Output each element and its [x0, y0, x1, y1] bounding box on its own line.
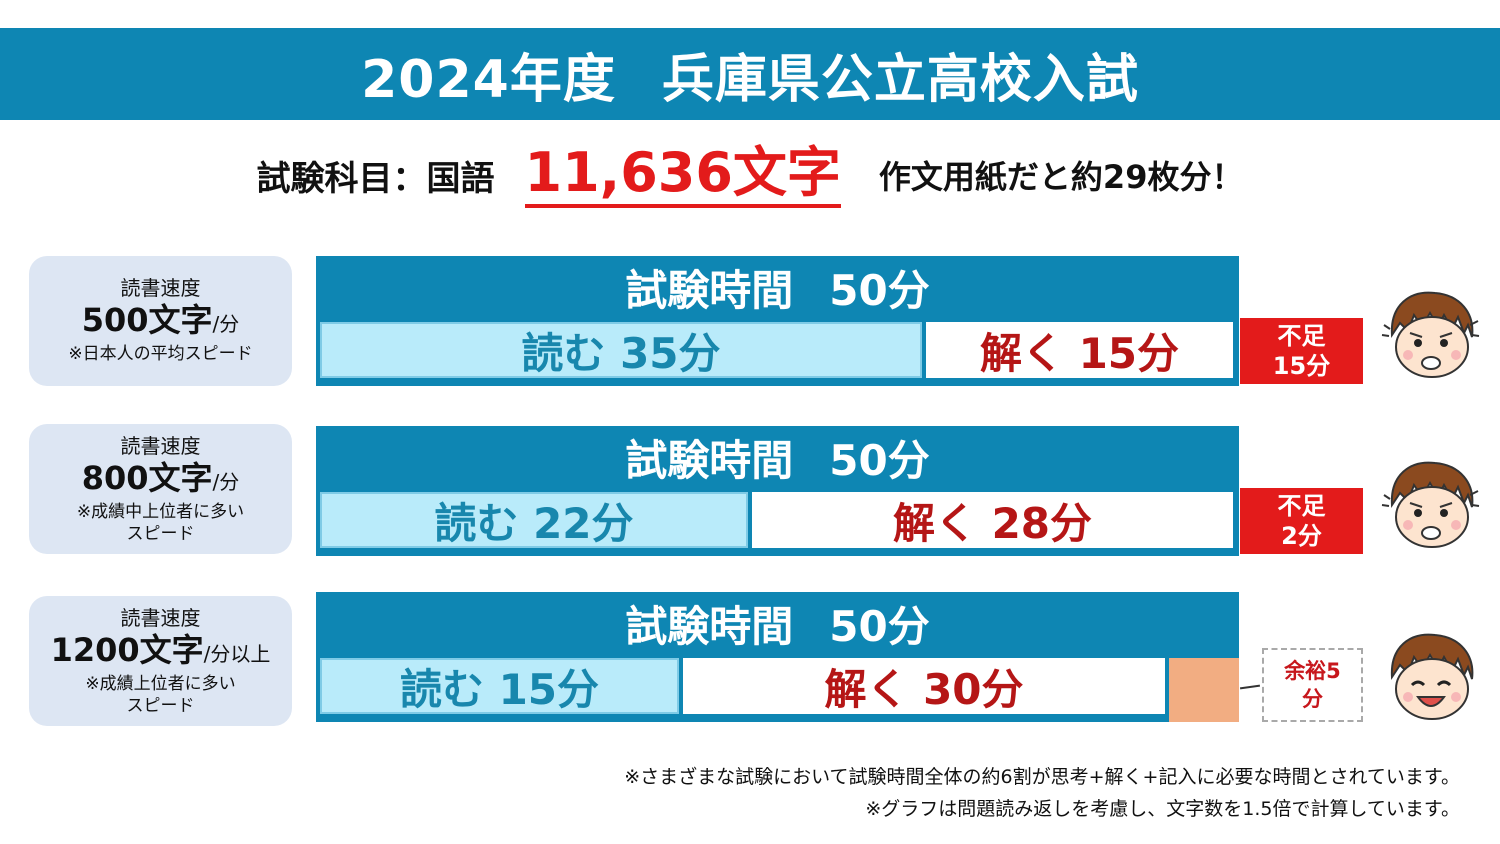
speed-value: 1200文字/分以上: [29, 631, 292, 673]
equivalent-text: 作文用紙だと約29枚分！: [878, 158, 1244, 196]
speed-value: 800文字/分: [29, 459, 292, 501]
happy-boy-face-icon: [1390, 633, 1474, 720]
speed-unit: /分: [212, 312, 240, 336]
speed-value: 500文字/分: [29, 301, 292, 343]
subject-line: 試験科目：国語 11,636文字 作文用紙だと約29枚分！: [0, 140, 1500, 210]
spare-label: 余裕5: [1284, 659, 1341, 683]
speed-label: 読書速度: [120, 606, 201, 630]
read-segment: 読む 22分: [320, 492, 748, 548]
shortage-minutes: 2分: [1281, 522, 1322, 550]
exam-time-bar: 試験時間 50分 読む 15分 解く 30分: [316, 592, 1239, 722]
speed-box-1200: 読書速度 1200文字/分以上 ※成績上位者に多い スピード: [29, 596, 292, 726]
bar-title-label: 試験時間: [625, 435, 794, 485]
bar-title-minutes: 50分: [829, 265, 930, 315]
subject-label: 試験科目：国語: [256, 158, 495, 199]
bar-title: 試験時間 50分: [316, 426, 1239, 488]
worried-boy-face-icon: [1381, 461, 1480, 548]
speed-label: 読書速度: [120, 276, 201, 300]
character-count: 11,636文字: [524, 142, 841, 208]
bar-title-minutes: 50分: [829, 435, 930, 485]
speed-note: ※成績上位者に多い: [85, 674, 236, 694]
speed-unit: /分以上: [203, 642, 271, 666]
read-segment: 読む 15分: [320, 658, 679, 714]
page-header: 2024年度 兵庫県公立高校入試: [0, 28, 1500, 120]
speed-unit: /分: [212, 470, 240, 494]
read-segment: 読む 35分: [320, 322, 922, 378]
shortage-label: 不足: [1277, 492, 1326, 520]
solve-segment: 解く 28分: [752, 492, 1233, 548]
exam-time-bar: 試験時間 50分 読む 35分 解く 15分: [316, 256, 1239, 386]
bar-title: 試験時間 50分: [316, 592, 1239, 654]
shortage-badge: 不足 2分: [1240, 488, 1363, 554]
bar-title: 試験時間 50分: [316, 256, 1239, 318]
speed-box-500: 読書速度 500文字/分 ※日本人の平均スピード: [29, 256, 292, 386]
spare-minutes: 分: [1302, 687, 1323, 711]
bar-title-label: 試験時間: [625, 265, 794, 315]
speed-note: ※日本人の平均スピード: [68, 344, 253, 364]
header-year: 2024年度: [361, 49, 616, 110]
solve-segment: 解く 15分: [926, 322, 1233, 378]
speed-box-800: 読書速度 800文字/分 ※成績中上位者に多い スピード: [29, 424, 292, 554]
bar-title-minutes: 50分: [829, 601, 930, 651]
speed-note-2: スピード: [126, 524, 195, 544]
connector-line: [1239, 684, 1261, 690]
spare-time-label: 余裕5 分: [1262, 648, 1363, 722]
footnote-1: ※さまざまな試験において試験時間全体の約6割が思考+解く+記入に必要な時間とされ…: [624, 766, 1460, 788]
shortage-minutes: 15分: [1272, 352, 1331, 380]
worried-boy-face-icon: [1381, 291, 1480, 378]
shortage-label: 不足: [1277, 322, 1326, 350]
shortage-badge: 不足 15分: [1240, 318, 1363, 384]
speed-value-number: 800文字: [81, 459, 213, 497]
speed-value-number: 1200文字: [50, 631, 204, 669]
bar-title-label: 試験時間: [625, 601, 794, 651]
speed-note-2: スピード: [126, 696, 195, 716]
solve-segment: 解く 30分: [683, 658, 1165, 714]
footnote-2: ※グラフは問題読み返しを考慮し、文字数を1.5倍で計算しています。: [865, 798, 1460, 820]
spare-time-segment: [1169, 658, 1239, 722]
speed-label: 読書速度: [120, 434, 201, 458]
header-title: 兵庫県公立高校入試: [661, 49, 1139, 110]
speed-note: ※成績中上位者に多い: [76, 502, 245, 522]
exam-time-bar: 試験時間 50分 読む 22分 解く 28分: [316, 426, 1239, 556]
speed-value-number: 500文字: [81, 301, 213, 339]
